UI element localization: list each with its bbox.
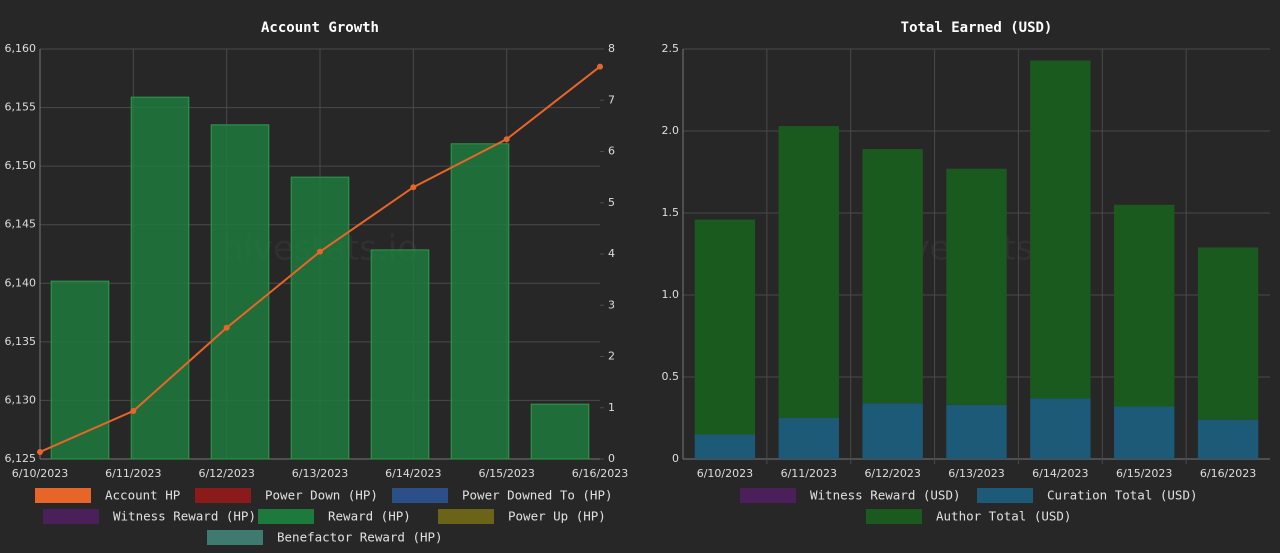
- legend-label: Curation Total (USD): [1047, 488, 1198, 503]
- point: [597, 63, 603, 70]
- y-tick-label: 0: [672, 452, 679, 465]
- legend-swatch: [43, 509, 99, 524]
- y-tick-label: 6,125: [5, 452, 37, 465]
- bar-segment: [1114, 204, 1175, 407]
- x-tick-label: 6/13/2023: [948, 467, 1004, 480]
- legend-label: Author Total (USD): [936, 509, 1071, 524]
- y2-tick-label: 0: [608, 452, 615, 465]
- x-tick-label: 6/12/2023: [864, 467, 920, 480]
- y-tick-label: 6,130: [5, 393, 37, 406]
- legend-label: Reward (HP): [328, 509, 411, 524]
- legend-swatch: [866, 509, 922, 524]
- x-tick-label: 6/10/2023: [12, 467, 68, 480]
- bar-segment: [694, 219, 756, 435]
- bar: [450, 143, 510, 460]
- y-tick-label: 6,145: [5, 218, 37, 231]
- y-tick-label: 0.5: [662, 370, 680, 383]
- y-tick-label: 2.5: [662, 42, 680, 55]
- bar-segment: [1197, 419, 1259, 459]
- point: [317, 248, 323, 255]
- legend-swatch: [195, 488, 251, 503]
- chart-title: Account Growth: [261, 20, 379, 36]
- y-tick-label: 2.0: [662, 124, 680, 137]
- point: [223, 324, 230, 331]
- y-tick-label: 1.0: [662, 288, 680, 301]
- bar-segment: [778, 418, 839, 459]
- x-tick-label: 6/15/2023: [1116, 467, 1172, 480]
- y-tick-label: 6,135: [5, 335, 37, 348]
- bar-segment: [862, 403, 923, 459]
- bar: [530, 403, 590, 460]
- bar-segment: [1030, 398, 1091, 459]
- y-tick-label: 6,155: [5, 101, 37, 114]
- legend-swatch: [258, 509, 314, 524]
- bar-segment: [862, 149, 923, 404]
- bar-segment: [1030, 60, 1091, 399]
- y2-tick-label: 2: [608, 350, 615, 363]
- bar-segment: [1197, 247, 1259, 420]
- y2-tick-label: 4: [608, 247, 615, 260]
- x-tick-label: 6/12/2023: [198, 467, 254, 480]
- bar: [210, 124, 270, 460]
- y-tick-label: 1.5: [662, 206, 680, 219]
- legend-label: Power Down (HP): [265, 488, 378, 503]
- legend-label: Witness Reward (HP): [113, 509, 256, 524]
- x-tick-label: 6/11/2023: [781, 467, 837, 480]
- point: [130, 407, 137, 414]
- legend-swatch: [977, 488, 1033, 503]
- legend-swatch: [207, 530, 263, 545]
- x-tick-label: 6/13/2023: [292, 467, 348, 480]
- bar-segment: [946, 168, 1007, 405]
- point: [410, 184, 417, 191]
- legend-label: Witness Reward (USD): [810, 488, 961, 503]
- point: [37, 448, 43, 455]
- legend-swatch: [392, 488, 448, 503]
- y2-tick-label: 6: [608, 145, 615, 158]
- y2-tick-label: 8: [608, 42, 615, 55]
- y2-tick-label: 7: [608, 93, 615, 106]
- legend-label: Power Downed To (HP): [462, 488, 613, 503]
- bar: [50, 280, 110, 460]
- y-tick-label: 6,150: [5, 159, 37, 172]
- bar: [370, 249, 430, 460]
- x-tick-label: 6/10/2023: [697, 467, 753, 480]
- bar-segment: [694, 434, 756, 459]
- bar-segment: [778, 126, 839, 418]
- y2-tick-label: 3: [608, 298, 615, 311]
- x-tick-label: 6/16/2023: [572, 467, 628, 480]
- bar-segment: [1114, 406, 1175, 459]
- legend-swatch: [740, 488, 796, 503]
- y-tick-label: 6,160: [5, 42, 37, 55]
- bar: [130, 96, 190, 460]
- x-tick-label: 6/14/2023: [385, 467, 441, 480]
- x-tick-label: 6/14/2023: [1032, 467, 1088, 480]
- x-tick-label: 6/15/2023: [478, 467, 534, 480]
- legend-label: Account HP: [105, 488, 180, 503]
- legend-label: Power Up (HP): [508, 509, 606, 524]
- legend-swatch: [35, 488, 91, 503]
- y2-tick-label: 5: [608, 196, 615, 209]
- x-tick-label: 6/16/2023: [1200, 467, 1256, 480]
- y-tick-label: 6,140: [5, 276, 37, 289]
- legend-label: Benefactor Reward (HP): [277, 530, 443, 545]
- point: [503, 136, 510, 143]
- x-tick-label: 6/11/2023: [105, 467, 161, 480]
- legend-swatch: [438, 509, 494, 524]
- bar: [290, 176, 350, 460]
- y2-tick-label: 1: [608, 401, 615, 414]
- chart-title: Total Earned (USD): [901, 20, 1053, 36]
- bar-segment: [946, 404, 1007, 459]
